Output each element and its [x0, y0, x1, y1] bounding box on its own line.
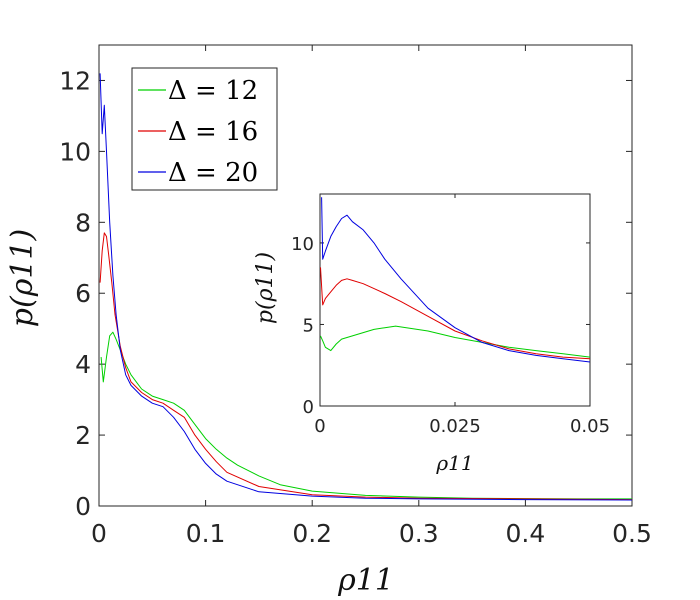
inset-axes: 0 0.025 0.05 0 5 10 ρ11 p(ρ11)	[253, 193, 610, 475]
inset-series	[320, 197, 591, 363]
main-y-tick-label: 8	[75, 208, 91, 237]
main-series-12	[100, 331, 632, 500]
main-y-tick-label: 0	[75, 492, 91, 521]
legend-label-delta-16: Δ = 16	[168, 117, 258, 147]
main-series-16	[99, 232, 633, 501]
main-x-tick-label: 0	[91, 519, 107, 548]
inset-y-axis-label: p(ρ11)	[253, 252, 278, 324]
inset-x-tick-label: 0	[314, 416, 325, 437]
inset-x-tick-label: 0.05	[570, 416, 610, 437]
main-x-tick-label: 0.5	[612, 519, 652, 548]
main-series-20	[99, 73, 633, 501]
legend-box	[131, 67, 278, 191]
inset-ticks	[319, 194, 591, 407]
main-y-tick-label: 2	[75, 421, 91, 450]
legend-label-delta-20: Δ = 20	[168, 158, 258, 188]
legend-label-delta-12: Δ = 12	[168, 76, 258, 106]
main-y-tick-label: 6	[75, 279, 91, 308]
main-ticks	[98, 45, 633, 507]
inset-series-12	[320, 325, 591, 358]
inset-series-20	[321, 197, 591, 363]
inset-y-tick-label: 0	[303, 397, 314, 418]
main-y-axis-label: p(ρ11)	[5, 229, 40, 327]
inset-x-tick-label: 0.025	[429, 416, 481, 437]
legend: Δ = 12 Δ = 16 Δ = 20	[131, 67, 278, 191]
main-x-tick-label: 0.1	[186, 519, 226, 548]
inset-tick-labels: 0 0.025 0.05 0 5 10	[291, 234, 610, 437]
main-y-tick-label: 10	[59, 137, 91, 166]
inset-series-16	[320, 267, 591, 360]
inset-x-axis-label: ρ11	[435, 451, 473, 475]
inset-y-tick-label: 5	[303, 315, 314, 336]
main-y-tick-label: 12	[59, 66, 91, 95]
main-axes: 0 0.1 0.2 0.3 0.4 0.5 0 2 4 6 8 10 12 ρ11 p(ρ11)	[5, 44, 652, 598]
main-x-tick-label: 0.3	[399, 519, 439, 548]
inset-background	[320, 194, 590, 406]
main-x-axis-label: ρ11	[337, 563, 394, 598]
main-tick-labels: 0 0.1 0.2 0.3 0.4 0.5 0 2 4 6 8 10 12	[59, 66, 652, 548]
main-series	[99, 73, 633, 501]
main-y-tick-label: 4	[75, 350, 91, 379]
main-plot-frame	[98, 44, 633, 507]
main-x-tick-label: 0.2	[292, 519, 332, 548]
inset-y-tick-label: 10	[291, 234, 314, 255]
main-x-tick-label: 0.4	[506, 519, 546, 548]
